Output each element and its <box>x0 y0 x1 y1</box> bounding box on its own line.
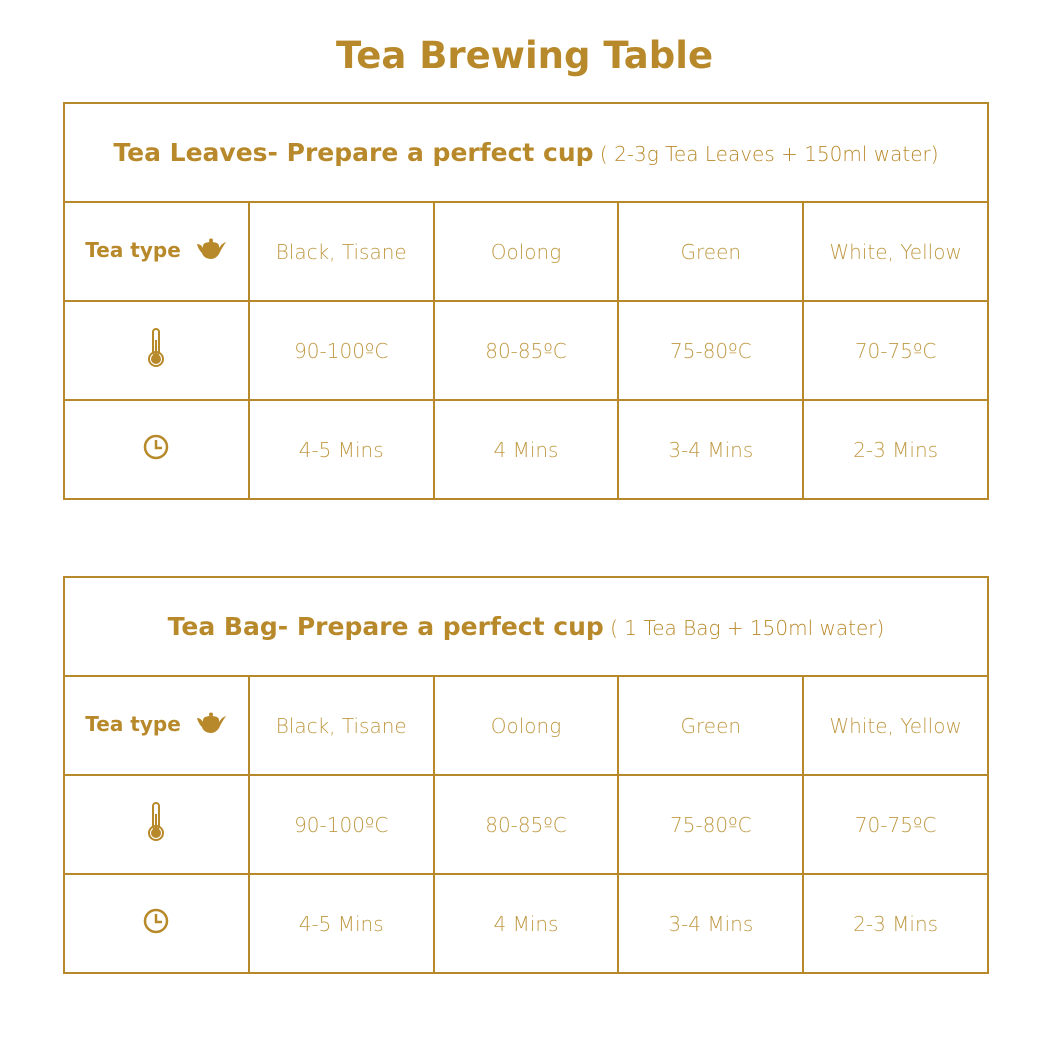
brew-table: Tea Bag- Prepare a perfect cup ( 1 Tea B… <box>63 576 989 974</box>
row-label-type: Tea type <box>63 201 250 302</box>
thermometer-icon <box>147 328 165 373</box>
tea-type-cell: Oolong <box>432 201 620 302</box>
table-row: Tea type Black, Tisane Oolong Green White, … <box>63 675 989 776</box>
clock-icon <box>143 434 169 465</box>
type-label: Tea type <box>85 238 181 262</box>
tea-type-cell: Black, Tisane <box>247 675 435 776</box>
temperature-cell: 80-85ºC <box>432 774 620 875</box>
time-cell: 4 Mins <box>432 399 620 500</box>
type-label: Tea type <box>85 712 181 736</box>
temperature-cell: 75-80ºC <box>617 774 805 875</box>
temperature-cell: 70-75ºC <box>802 300 989 401</box>
time-cell: 4 Mins <box>432 873 620 974</box>
table-heading-row: Tea Bag- Prepare a perfect cup ( 1 Tea B… <box>63 576 989 677</box>
table-heading: Tea Bag- Prepare a perfect cup ( 1 Tea B… <box>63 576 989 677</box>
table-heading: Tea Leaves- Prepare a perfect cup ( 2-3g… <box>63 102 989 203</box>
tea-type-cell: Oolong <box>432 675 620 776</box>
table-row: 4-5 Mins 4 Mins 3-4 Mins 2-3 Mins <box>63 399 989 500</box>
tea-type-cell: Green <box>617 201 805 302</box>
page-title: Tea Brewing Table <box>335 34 714 77</box>
temperature-cell: 90-100ºC <box>247 774 435 875</box>
table-heading-row: Tea Leaves- Prepare a perfect cup ( 2-3g… <box>63 102 989 203</box>
time-cell: 3-4 Mins <box>617 399 805 500</box>
row-label-temperature <box>63 774 250 875</box>
heading-bold: Tea Bag- Prepare a perfect cup <box>167 612 604 641</box>
time-cell: 4-5 Mins <box>247 399 435 500</box>
row-label-time <box>63 873 250 974</box>
temperature-cell: 70-75ºC <box>802 774 989 875</box>
temperature-cell: 90-100ºC <box>247 300 435 401</box>
row-label-type: Tea type <box>63 675 250 776</box>
heading-note: ( 2-3g Tea Leaves + 150ml water) <box>599 142 939 166</box>
temperature-cell: 75-80ºC <box>617 300 805 401</box>
table-row: 4-5 Mins 4 Mins 3-4 Mins 2-3 Mins <box>63 873 989 974</box>
time-cell: 2-3 Mins <box>802 399 989 500</box>
thermometer-icon <box>147 802 165 847</box>
teapot-icon <box>194 712 228 739</box>
row-label-temperature <box>63 300 250 401</box>
table-row: Tea type Black, Tisane Oolong Green White, … <box>63 201 989 302</box>
heading-note: ( 1 Tea Bag + 150ml water) <box>610 616 885 640</box>
row-label-time <box>63 399 250 500</box>
table-row: 90-100ºC 80-85ºC 75-80ºC 70-75ºC <box>63 300 989 401</box>
time-cell: 3-4 Mins <box>617 873 805 974</box>
tea-type-cell: Green <box>617 675 805 776</box>
teapot-icon <box>194 238 228 265</box>
tea-type-cell: Black, Tisane <box>247 201 435 302</box>
heading-bold: Tea Leaves- Prepare a perfect cup <box>113 138 594 167</box>
brew-table: Tea Leaves- Prepare a perfect cup ( 2-3g… <box>63 102 989 500</box>
clock-icon <box>143 908 169 939</box>
time-cell: 4-5 Mins <box>247 873 435 974</box>
time-cell: 2-3 Mins <box>802 873 989 974</box>
temperature-cell: 80-85ºC <box>432 300 620 401</box>
tea-type-cell: White, Yellow <box>802 675 989 776</box>
table-row: 90-100ºC 80-85ºC 75-80ºC 70-75ºC <box>63 774 989 875</box>
tea-type-cell: White, Yellow <box>802 201 989 302</box>
